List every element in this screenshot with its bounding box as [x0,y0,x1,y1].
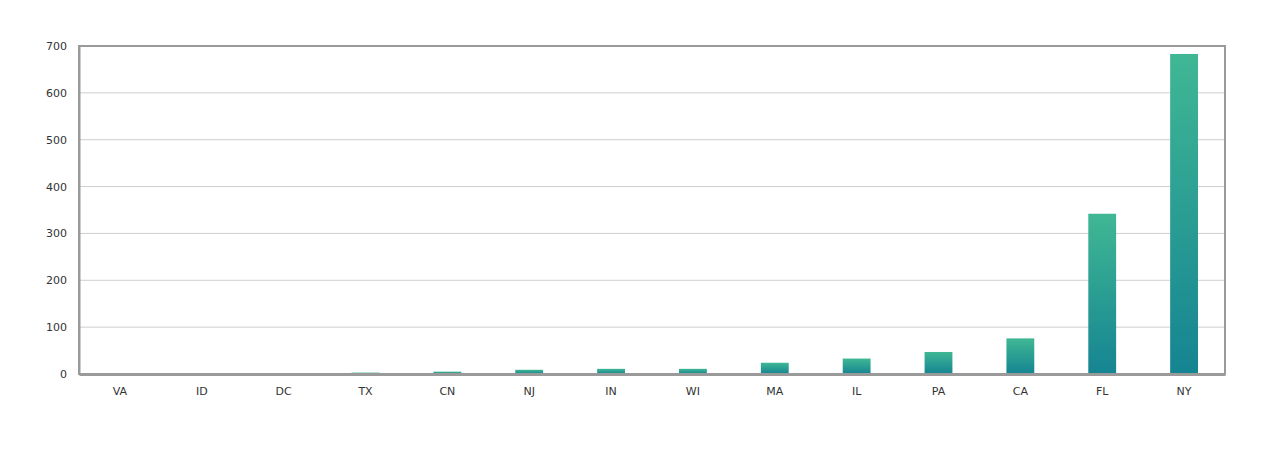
x-tick: ID [196,374,208,398]
y-axis-line [79,47,81,375]
y-tick-label: 200 [46,274,67,287]
x-tick: PA [932,374,946,398]
bar [761,363,789,374]
y-tick: 600 [46,87,79,100]
x-tick: CN [439,374,455,398]
x-tick-label: ID [196,385,208,398]
x-tick-label: MA [766,385,783,398]
x-tick: NY [1177,374,1192,398]
x-axis: VA ID DC TX CN NJ IN WI MA IL PA CA FL NY [80,374,1226,398]
x-tick-label: WI [686,385,700,398]
x-tick: TX [357,374,373,398]
x-tick-label: VA [113,385,128,398]
x-tick: MA [766,374,783,398]
plot: 0 100 200 300 400 500 600 700 VA ID DC TX CN NJ IN WI MA… [46,40,1226,398]
y-tick: 100 [46,321,79,334]
y-tick: 300 [46,227,79,240]
y-tick-label: 400 [46,181,67,194]
grid-line [79,327,1225,328]
y-tick-label: 100 [46,321,67,334]
bar [925,352,953,374]
x-tick-label: NJ [523,385,534,398]
y-tick-label: 300 [46,227,67,240]
x-tick-label: NY [1177,385,1192,398]
x-tick-label: FL [1096,385,1109,398]
y-tick: 200 [46,274,79,287]
y-tick-label: 0 [60,368,67,381]
y-tick-label: 600 [46,87,67,100]
y-tick: 400 [46,181,79,194]
grid-line [79,280,1225,281]
grid [79,46,1225,374]
grid-line [79,92,1225,93]
chart: 0 100 200 300 400 500 600 700 VA ID DC TX CN NJ IN WI MA… [0,0,1280,453]
x-tick: FL [1096,374,1109,398]
y-tick-label: 500 [46,134,67,147]
x-tick: IN [605,374,616,398]
x-tick-label: TX [357,385,373,398]
x-tick-label: IN [605,385,616,398]
x-tick-label: IL [852,385,862,398]
x-tick-label: CN [439,385,455,398]
x-tick: CA [1013,374,1029,398]
bar [1170,54,1198,374]
x-tick: DC [276,374,292,398]
bar [843,359,871,374]
grid-line [79,139,1225,140]
x-tick-label: PA [932,385,946,398]
y-axis: 0 100 200 300 400 500 600 700 [46,40,80,381]
x-axis-line [80,373,1226,376]
y-tick-label: 700 [46,40,67,53]
plot-frame [79,46,1225,374]
grid-line [79,233,1225,234]
grid-line [79,186,1225,187]
y-tick: 0 [60,368,79,381]
y-tick: 500 [46,134,79,147]
x-tick: VA [113,374,128,398]
grid-line [79,374,1225,375]
x-tick: IL [852,374,862,398]
x-tick: NJ [523,374,534,398]
x-tick: WI [686,374,700,398]
bar [1006,338,1034,374]
y-tick: 700 [46,40,79,53]
x-tick-label: CA [1013,385,1029,398]
x-tick-label: DC [276,385,292,398]
bar [1088,214,1116,374]
bars [106,54,1198,374]
